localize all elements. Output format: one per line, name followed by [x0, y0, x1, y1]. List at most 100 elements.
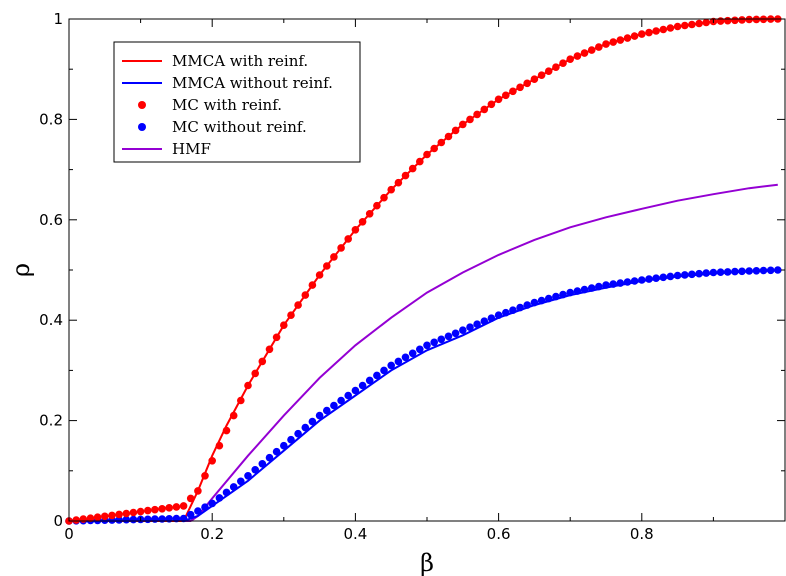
series-point-mc-without-reinf — [201, 503, 209, 512]
series-point-mc-without-reinf — [723, 268, 732, 276]
series-point-mc-with-reinf — [380, 193, 388, 202]
series-point-mc-without-reinf — [666, 272, 675, 281]
series-point-mc-with-reinf — [244, 381, 252, 390]
series-point-mc-with-reinf — [516, 83, 524, 92]
series-point-mc-with-reinf — [666, 24, 675, 32]
series-point-mc-with-reinf — [72, 516, 80, 524]
series-point-mc-without-reinf — [738, 267, 746, 276]
series-point-mc-with-reinf — [566, 55, 574, 63]
series-point-mc-with-reinf — [530, 75, 539, 83]
x-tick-label: 0.8 — [630, 525, 654, 543]
series-point-mc-without-reinf — [587, 284, 596, 292]
series-point-mc-without-reinf — [229, 483, 238, 491]
series-point-mc-with-reinf — [344, 235, 353, 243]
series-point-mc-without-reinf — [323, 406, 331, 415]
x-tick-label: 0.6 — [487, 525, 511, 543]
series-point-mc-with-reinf — [416, 157, 424, 166]
series-point-mc-with-reinf — [294, 301, 302, 309]
series-point-mc-without-reinf — [494, 311, 503, 320]
series-point-mc-without-reinf — [408, 349, 417, 358]
series-point-mc-without-reinf — [609, 280, 617, 288]
series-point-mc-with-reinf — [723, 16, 732, 25]
series-point-mc-with-reinf — [616, 36, 625, 44]
series-point-mc-with-reinf — [136, 507, 145, 516]
series-point-mc-with-reinf — [738, 16, 746, 24]
series-point-mc-with-reinf — [301, 291, 310, 299]
series-point-mc-with-reinf — [79, 515, 88, 523]
series-point-mc-with-reinf — [251, 369, 259, 378]
series-point-mc-without-reinf — [423, 341, 431, 350]
series-point-mc-with-reinf — [559, 59, 567, 67]
series-point-mc-without-reinf — [688, 270, 696, 279]
series-point-mc-without-reinf — [373, 371, 381, 380]
series-point-mc-without-reinf — [115, 516, 123, 524]
legend-label-mc-without-reinf: MC without reinf. — [172, 118, 307, 136]
series-point-mc-without-reinf — [638, 276, 646, 284]
series-line-hmf — [69, 183, 778, 522]
legend-swatch-mc-with-reinf — [138, 101, 146, 109]
legend-label-mmca-without-reinf: MMCA without reinf. — [172, 74, 333, 92]
series-point-mc-without-reinf — [380, 366, 388, 375]
series-point-mc-with-reinf — [652, 27, 660, 35]
series-point-mc-without-reinf — [301, 423, 310, 432]
series-point-mc-without-reinf — [194, 507, 202, 515]
legend-label-mc-with-reinf: MC with reinf. — [172, 96, 282, 114]
series-point-mc-with-reinf — [459, 120, 467, 129]
series-point-mc-with-reinf — [86, 514, 95, 522]
series-point-mc-with-reinf — [351, 226, 360, 234]
series-point-mc-without-reinf — [387, 361, 396, 370]
series-point-mc-with-reinf — [186, 494, 195, 503]
series-point-mc-without-reinf — [745, 267, 753, 275]
series-point-mc-without-reinf — [616, 279, 625, 287]
series-point-mc-with-reinf — [473, 110, 481, 119]
series-point-mc-with-reinf — [731, 16, 739, 25]
legend-label-mmca-with-reinf: MMCA with reinf. — [172, 52, 308, 70]
series-point-mc-with-reinf — [387, 185, 396, 194]
series-point-mc-with-reinf — [673, 22, 682, 31]
series-point-mc-with-reinf — [437, 138, 446, 147]
series-point-mc-with-reinf — [716, 17, 725, 25]
series-point-mc-with-reinf — [208, 457, 216, 465]
series-point-mc-without-reinf — [731, 267, 739, 276]
x-tick-label: 0 — [64, 525, 74, 543]
series-point-mc-with-reinf — [502, 91, 510, 100]
series-point-mc-with-reinf — [423, 150, 431, 159]
series-point-mc-without-reinf — [645, 275, 653, 283]
series-point-mc-without-reinf — [186, 510, 195, 519]
series-point-mc-without-reinf — [580, 285, 589, 294]
series-point-mc-without-reinf — [416, 345, 424, 354]
series-point-mc-with-reinf — [580, 49, 589, 57]
series-point-mc-without-reinf — [401, 353, 410, 362]
series-point-mc-without-reinf — [244, 472, 252, 480]
series-point-mc-with-reinf — [688, 20, 696, 29]
series-point-mc-without-reinf — [595, 282, 603, 291]
series-point-mc-without-reinf — [258, 460, 267, 468]
series-point-mc-with-reinf — [108, 511, 116, 520]
series-point-mc-without-reinf — [652, 274, 660, 283]
series-point-mc-without-reinf — [251, 466, 259, 474]
series-point-mc-with-reinf — [237, 396, 245, 405]
series-point-mc-with-reinf — [602, 40, 610, 48]
series-point-mc-with-reinf — [337, 244, 345, 252]
series-point-mc-with-reinf — [638, 30, 646, 38]
series-point-mc-with-reinf — [487, 100, 496, 109]
y-tick-label: 0 — [53, 512, 63, 530]
series-point-mc-without-reinf — [222, 488, 231, 497]
series-point-mc-with-reinf — [552, 63, 560, 71]
series-point-mc-without-reinf — [351, 386, 360, 395]
series-point-mc-with-reinf — [229, 411, 238, 420]
series-point-mc-with-reinf — [172, 503, 181, 511]
series-point-mc-without-reinf — [459, 326, 467, 335]
series-point-mc-with-reinf — [401, 171, 410, 180]
series-point-mc-with-reinf — [201, 472, 209, 480]
series-point-mc-without-reinf — [451, 329, 460, 338]
series-point-mc-with-reinf — [358, 218, 367, 226]
series-point-mc-with-reinf — [272, 333, 281, 342]
series-point-mc-without-reinf — [330, 401, 338, 410]
series-point-mc-without-reinf — [294, 429, 302, 438]
series-point-mc-without-reinf — [158, 515, 166, 523]
y-axis-label: ρ — [7, 263, 35, 277]
y-tick-label: 0.4 — [39, 311, 63, 329]
series-point-mc-without-reinf — [537, 296, 546, 305]
